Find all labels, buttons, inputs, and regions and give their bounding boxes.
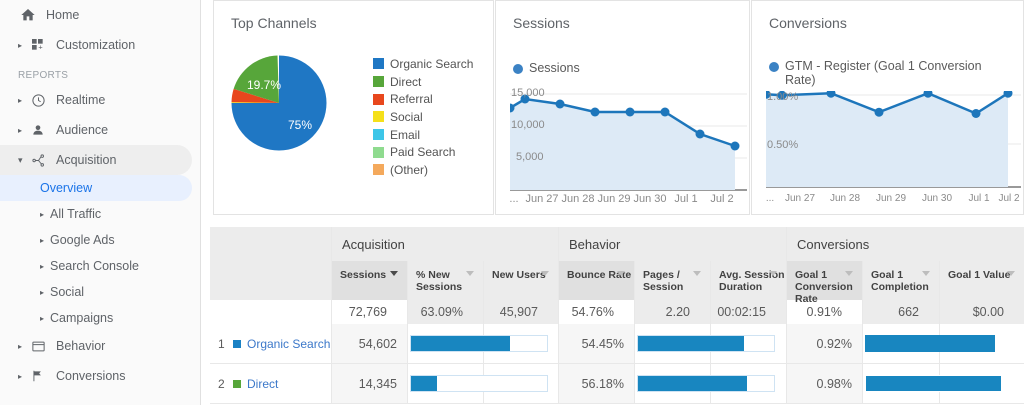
svg-text:+: + [38, 43, 42, 52]
